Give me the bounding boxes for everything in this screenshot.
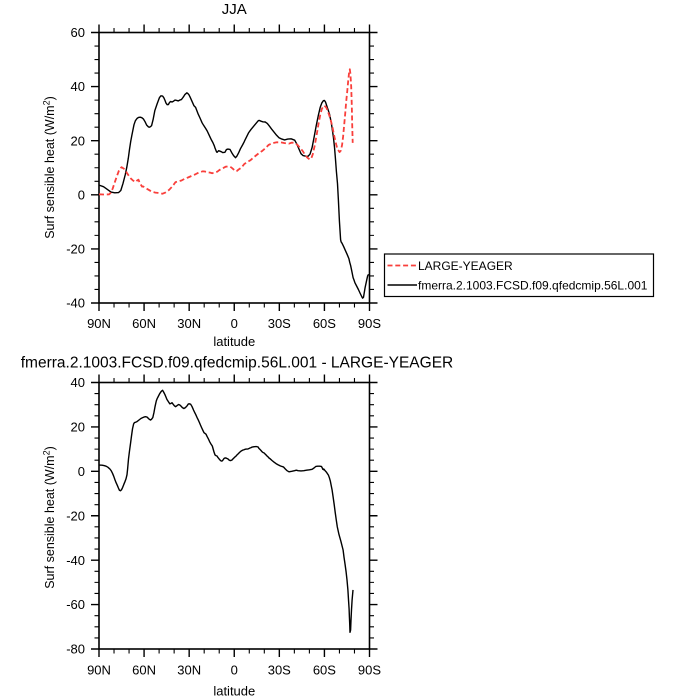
svg-text:20: 20 xyxy=(71,420,85,435)
svg-text:0: 0 xyxy=(78,464,85,479)
svg-text:fmerra.2.1003.FCSD.f09.qfedcmi: fmerra.2.1003.FCSD.f09.qfedcmip.56L.001 xyxy=(418,278,648,292)
svg-text:-60: -60 xyxy=(66,597,85,612)
svg-text:fmerra.2.1003.FCSD.f09.qfedcmi: fmerra.2.1003.FCSD.f09.qfedcmip.56L.001 … xyxy=(21,355,453,372)
svg-text:latitude: latitude xyxy=(213,334,255,349)
svg-text:-40: -40 xyxy=(66,553,85,568)
svg-text:0: 0 xyxy=(78,187,85,202)
svg-text:40: 40 xyxy=(71,79,85,94)
svg-text:0: 0 xyxy=(231,316,238,331)
svg-text:-20: -20 xyxy=(66,508,85,523)
svg-text:LARGE-YEAGER: LARGE-YEAGER xyxy=(418,259,513,273)
svg-text:-80: -80 xyxy=(66,642,85,657)
svg-text:20: 20 xyxy=(71,133,85,148)
svg-text:-20: -20 xyxy=(66,242,85,257)
svg-text:90N: 90N xyxy=(87,663,111,678)
svg-text:Surf sensible heat (W/m2): Surf sensible heat (W/m2) xyxy=(42,446,58,589)
svg-text:90N: 90N xyxy=(87,316,111,331)
svg-text:60N: 60N xyxy=(132,663,156,678)
svg-text:0: 0 xyxy=(231,663,238,678)
svg-text:-40: -40 xyxy=(66,296,85,311)
svg-text:90S: 90S xyxy=(358,663,381,678)
svg-text:Surf sensible heat (W/m2): Surf sensible heat (W/m2) xyxy=(42,96,58,239)
svg-text:40: 40 xyxy=(71,375,85,390)
svg-text:60S: 60S xyxy=(313,663,336,678)
svg-text:60: 60 xyxy=(71,25,85,40)
svg-text:30S: 30S xyxy=(268,663,291,678)
svg-text:30N: 30N xyxy=(177,316,201,331)
svg-text:JJA: JJA xyxy=(222,1,247,18)
svg-text:60N: 60N xyxy=(132,316,156,331)
svg-text:30S: 30S xyxy=(268,316,291,331)
svg-text:30N: 30N xyxy=(177,663,201,678)
svg-text:60S: 60S xyxy=(313,316,336,331)
svg-text:latitude: latitude xyxy=(213,684,255,699)
svg-text:90S: 90S xyxy=(358,316,381,331)
